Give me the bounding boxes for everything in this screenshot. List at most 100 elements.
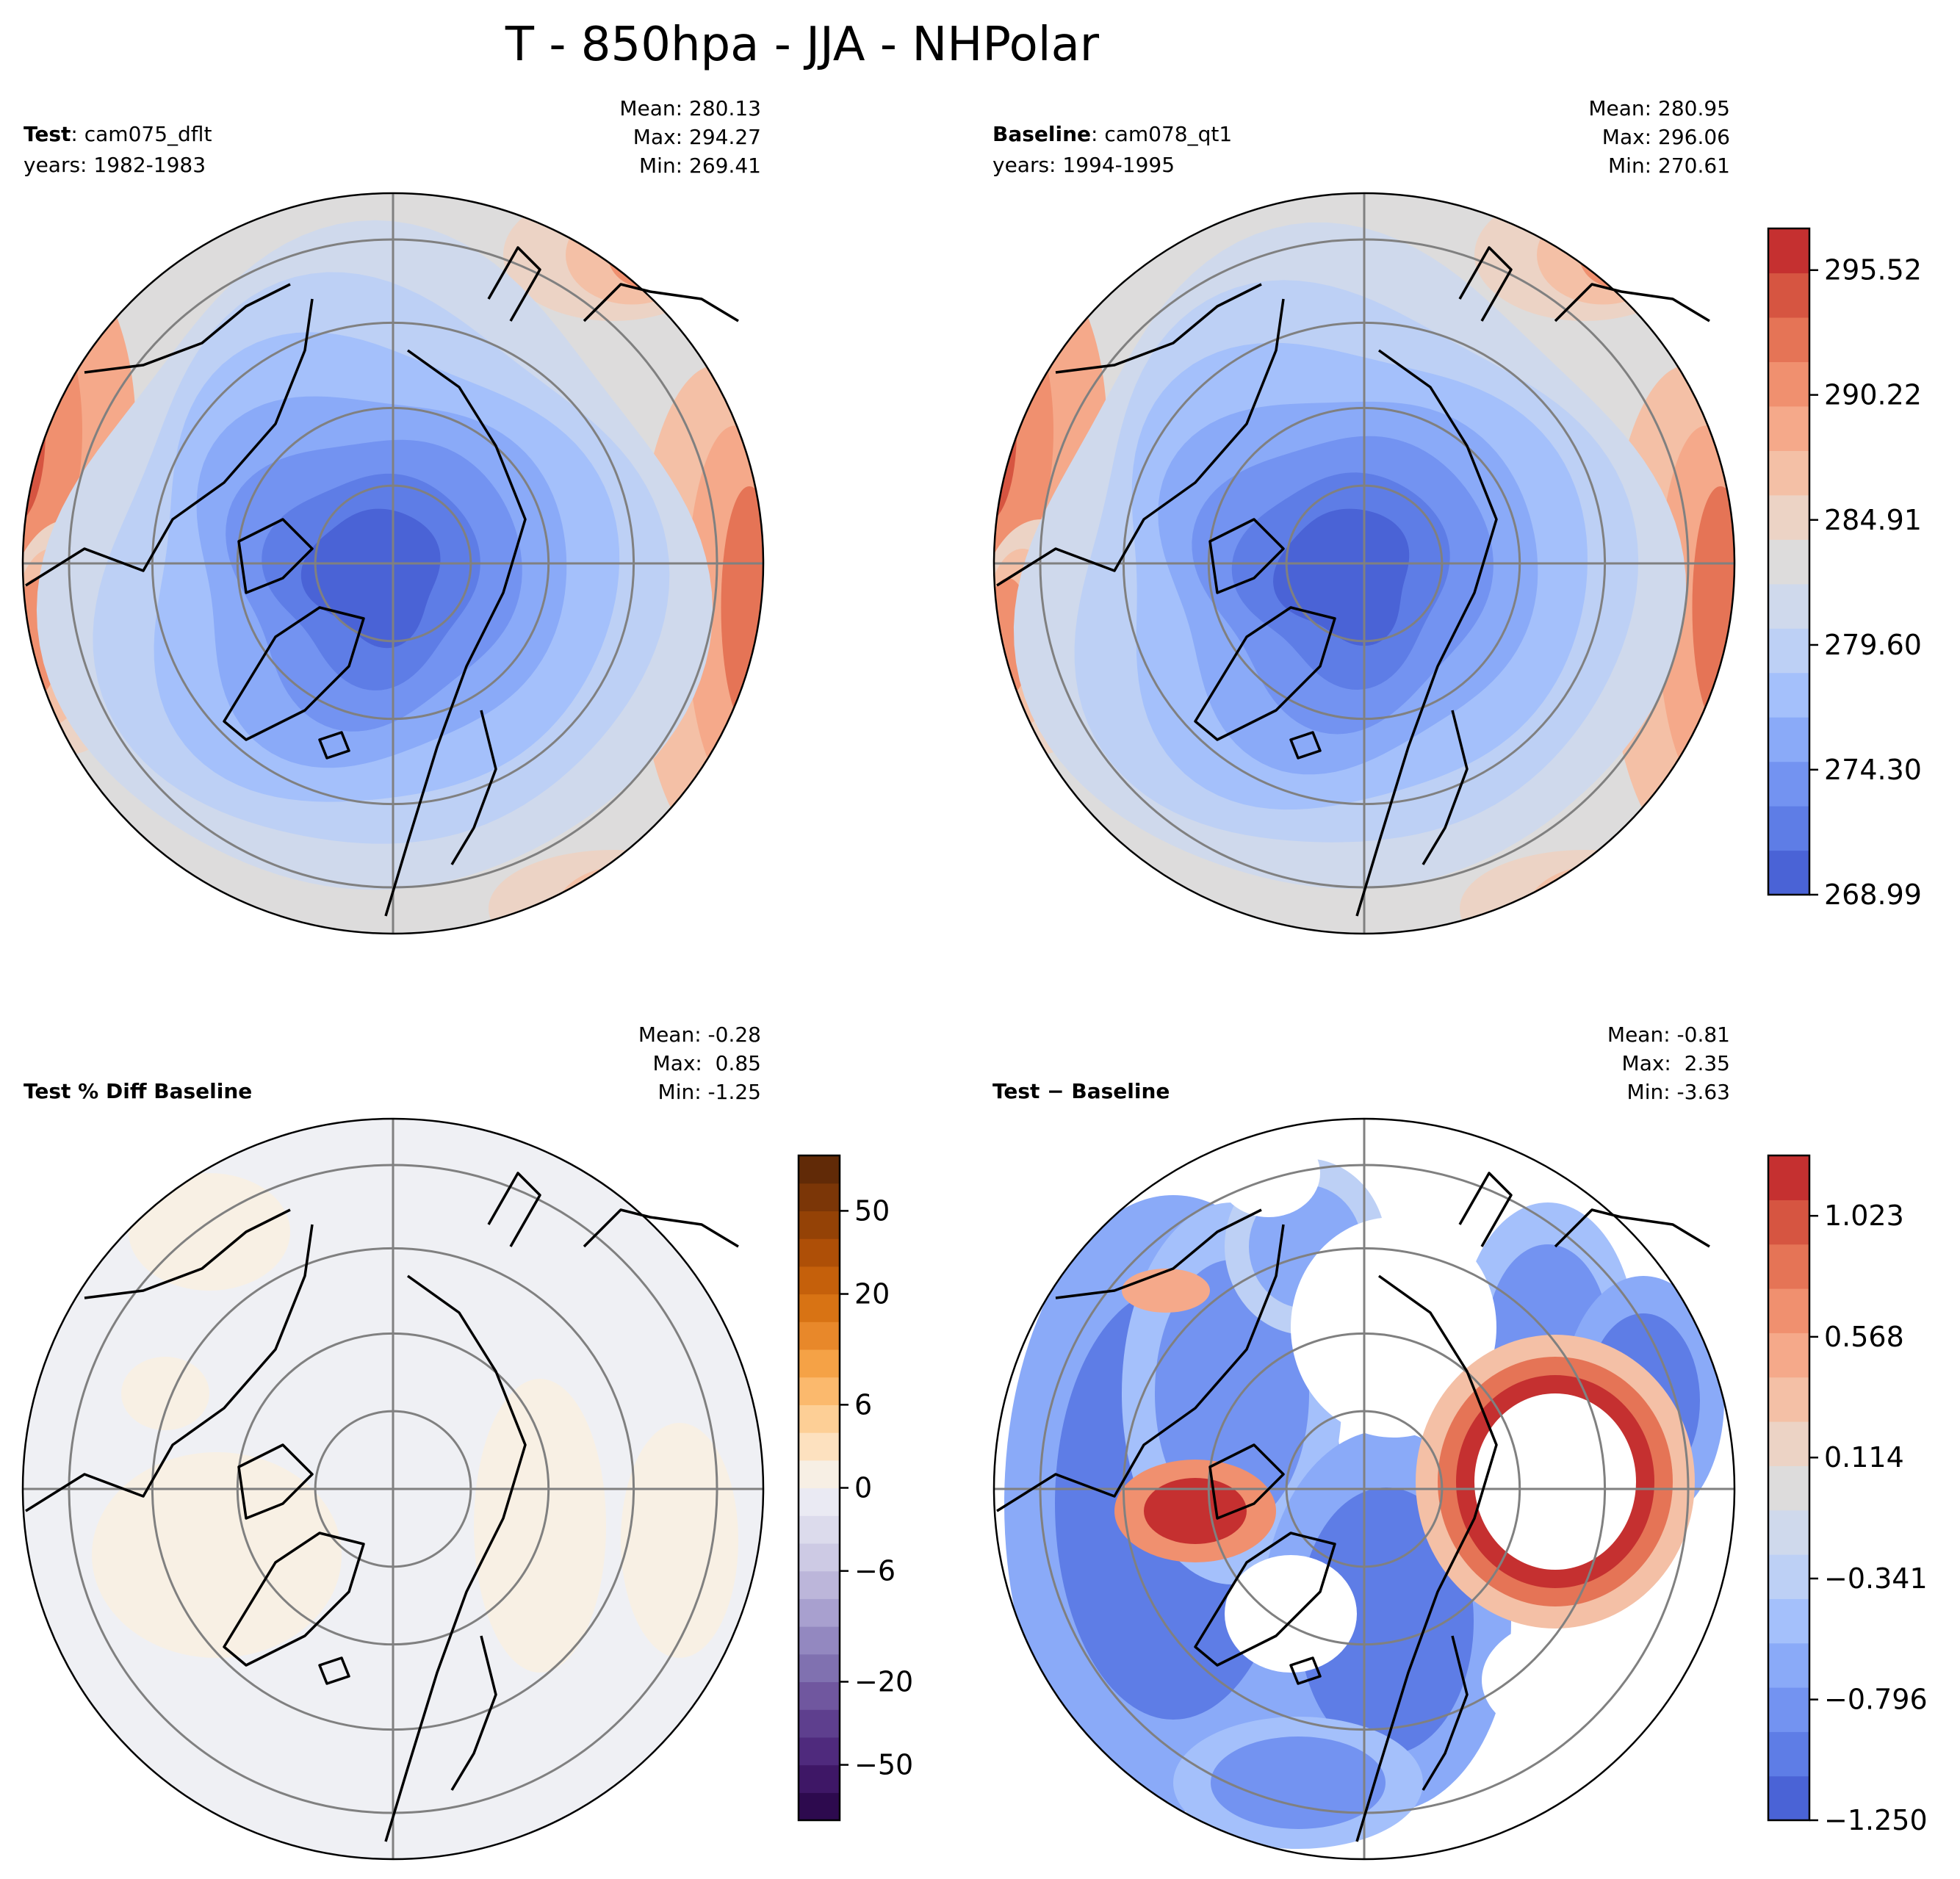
colorbar-swatch [1768, 1775, 1809, 1821]
colorbar-swatch [1768, 850, 1809, 895]
coastline [1554, 283, 1710, 322]
colorbar-tick-label: −0.796 [1824, 1684, 1928, 1716]
coastline [487, 246, 541, 322]
colorbar-tick-label: 274.30 [1824, 754, 1922, 786]
diff-overlay [992, 1117, 1736, 1861]
colorbar-swatch [1768, 1288, 1809, 1333]
masked-region [1217, 1129, 1320, 1217]
coastline [1355, 349, 1498, 917]
colorbar-tick-label: 284.91 [1824, 504, 1922, 536]
colorbar-swatch [1768, 1332, 1809, 1378]
test-label-rest: : cam075_dflt [71, 122, 212, 146]
coastline [223, 1532, 365, 1667]
colorbar-swatch [799, 1709, 840, 1738]
baseline-label-rest: : cam078_qt1 [1091, 122, 1232, 146]
colorbar-swatch [799, 1183, 840, 1212]
colorbar-swatch [1768, 1155, 1809, 1200]
masked-region [1474, 1393, 1636, 1570]
colorbar-tick-label: 0 [854, 1472, 872, 1504]
colorbar-swatch [1768, 361, 1809, 407]
positive-pct-region [92, 1452, 342, 1658]
colorbar-swatch [1768, 228, 1809, 274]
masked-region [1482, 1614, 1687, 1746]
coastline [25, 298, 314, 587]
positive-pct-region [121, 1357, 209, 1430]
colorbar-tick-label: 279.60 [1824, 629, 1922, 661]
colorbar-swatch [1768, 273, 1809, 318]
test-stat-max: Max: 294.27 [633, 125, 761, 149]
test-stat-min: Min: 269.41 [639, 154, 761, 178]
warm-region [721, 486, 763, 729]
colorbar-swatch [799, 1155, 840, 1184]
colorbar-swatch [799, 1515, 840, 1544]
colorbar-swatch [799, 1349, 840, 1378]
pctdiff-overlay [21, 1117, 765, 1861]
colorbar-swatch [799, 1211, 840, 1239]
map-frame [992, 1117, 1736, 1861]
colorbar-swatch [1768, 1598, 1809, 1644]
map-frame [21, 1117, 765, 1861]
colorbar-swatch [1768, 539, 1809, 585]
baseline-overlay [992, 192, 1736, 935]
colorbar-swatch [799, 1294, 840, 1322]
coastline [487, 1172, 541, 1247]
colorbar-difference: −1.250 −0.796 −0.341 0.114 0.568 1.023 [1767, 1154, 1928, 1836]
colorbar-swatch [799, 1404, 840, 1433]
colorbar-swatch [1768, 717, 1809, 762]
colorbar-tick-label: 50 [854, 1194, 890, 1227]
coastline [1208, 1443, 1285, 1520]
colorbar-swatch [1768, 1377, 1809, 1422]
colorbar-swatch [799, 1681, 840, 1710]
coastline [84, 1208, 291, 1299]
diff-stat-min: Min: -3.63 [1627, 1080, 1730, 1104]
negative-diff-region [1211, 1736, 1386, 1829]
colorbar-swatch [799, 1653, 840, 1683]
coastline [384, 349, 527, 917]
colorbar-tick-label: 20 [854, 1278, 890, 1310]
diff-label: Test − Baseline [992, 1079, 1170, 1103]
colorbar-tick-label: −20 [854, 1665, 913, 1698]
colorbar-tick-label: −0.341 [1824, 1562, 1928, 1595]
colorbar-swatch [1768, 1244, 1809, 1289]
colorbar-swatch [1768, 450, 1809, 496]
coastline [1289, 731, 1322, 760]
warm-region [1692, 486, 1734, 729]
colorbar-frame [1767, 1154, 1811, 1822]
colorbar-tick-label: 1.023 [1824, 1200, 1904, 1232]
test-overlay [21, 192, 765, 935]
coastline [1458, 246, 1513, 322]
test-years: years: 1982-1983 [24, 153, 206, 177]
coastline [1422, 1635, 1469, 1791]
colorbar-swatch [799, 1266, 840, 1295]
coastline [1194, 1532, 1336, 1667]
colorbar-swatch [1768, 1554, 1809, 1599]
colorbar-swatch [1768, 628, 1809, 674]
colorbar-swatch [799, 1543, 840, 1572]
map-frame [992, 192, 1736, 935]
warm-region [1574, 879, 1662, 934]
colorbar-swatch [1768, 1687, 1809, 1732]
warm-region [557, 865, 707, 934]
colorbar-tick-label: 0.568 [1824, 1321, 1904, 1353]
baseline-stat-mean: Mean: 280.95 [1588, 96, 1730, 120]
coastline [237, 1443, 314, 1520]
coastline [1554, 1208, 1710, 1248]
colorbar-swatch [1768, 317, 1809, 362]
map-frame [21, 192, 765, 935]
coastline [1208, 518, 1285, 594]
colorbar-swatch [799, 1460, 840, 1489]
coastline [237, 518, 314, 594]
colorbar-swatch [799, 1377, 840, 1405]
colorbar-swatch [799, 1792, 840, 1821]
coastline [1289, 1656, 1322, 1685]
baseline-years: years: 1994-1995 [992, 153, 1175, 177]
coastline [318, 731, 350, 760]
positive-pct-region [129, 1173, 290, 1291]
colorbar-swatch [1768, 1642, 1809, 1688]
colorbar-swatch [1768, 761, 1809, 807]
colorbar-swatch [799, 1736, 840, 1766]
colorbar-swatch [799, 1764, 840, 1793]
warm-region [566, 205, 698, 305]
colorbar-swatch [1768, 1465, 1809, 1511]
